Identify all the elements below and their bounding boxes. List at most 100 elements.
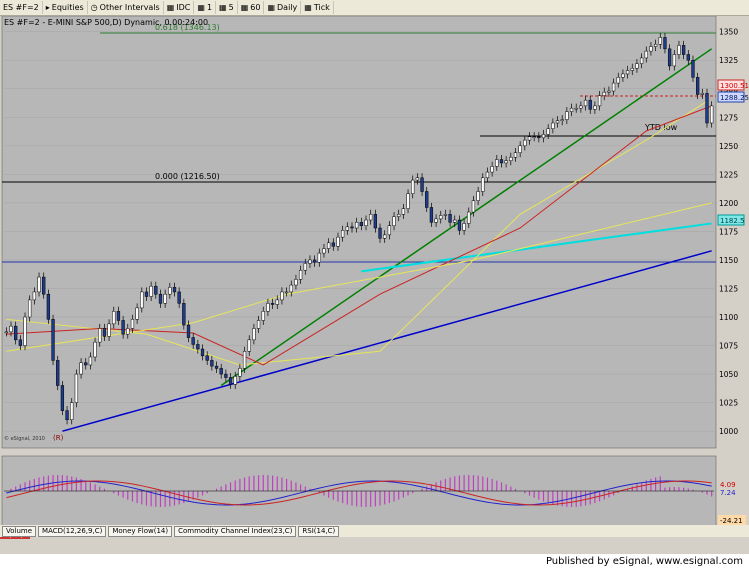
price-axis: 1000 1025 1050 1075 1100 1125 1150 1175 1200 1225… <box>719 28 738 436</box>
candle-body <box>312 259 317 263</box>
ytd-low-label: YTD low <box>644 123 678 132</box>
symbol-text: ES #F=2 <box>3 3 39 12</box>
candle-body <box>425 191 429 208</box>
candle-body <box>420 177 424 192</box>
macd-red-tag: 4.09 <box>720 481 736 489</box>
candle-body <box>60 385 65 411</box>
candle-body <box>462 223 466 231</box>
candle-body <box>649 46 653 52</box>
equities-menu[interactable]: ▸ Equities <box>43 1 88 14</box>
interval-60-button[interactable]: ▦ 60 <box>238 1 265 14</box>
tick-label: Tick <box>313 3 330 12</box>
candle-body <box>32 291 37 301</box>
candle-body <box>700 93 704 95</box>
interval-1-button[interactable]: ▦ 1 <box>194 1 217 14</box>
candle-body <box>574 107 578 110</box>
candle-body <box>359 222 363 226</box>
candle-body <box>219 368 223 375</box>
tab-1[interactable]: MACD(12,26,9,C) <box>38 525 107 537</box>
ma-line-0 <box>6 100 708 366</box>
candle-body <box>331 242 335 247</box>
candle-body <box>4 331 8 334</box>
tick-button[interactable]: ▦ Tick <box>301 1 334 14</box>
symbol-field[interactable]: ES #F=2 <box>0 1 43 14</box>
candle-body <box>453 219 457 223</box>
candle-body <box>653 44 658 47</box>
price-tag-blue <box>717 91 745 103</box>
candle-body <box>345 226 349 231</box>
candle-body <box>289 284 293 293</box>
candle-body <box>270 303 275 305</box>
candle-body <box>625 70 630 75</box>
y-tick-label: 1075 <box>719 342 738 351</box>
toolbar: ES #F=2 ▸ Equities ◷ Other Intervals ▦ IDC … <box>0 0 749 16</box>
tab-4[interactable]: RSI(14,C) <box>298 525 340 537</box>
candle-body <box>266 303 270 312</box>
y-tick-label: 1325 <box>719 56 738 65</box>
y-tick-label: 1350 <box>719 28 738 37</box>
candle-body <box>551 122 555 129</box>
fibonacci-lines <box>2 32 716 263</box>
candle-body <box>383 234 387 239</box>
candle-body <box>579 105 583 109</box>
candle-body <box>541 134 546 139</box>
candle-body <box>355 222 359 229</box>
candle-body <box>415 177 420 181</box>
other-intervals-menu[interactable]: ◷ Other Intervals <box>88 1 164 14</box>
candle-body <box>667 48 672 67</box>
chart-icon: ▦ <box>219 3 227 12</box>
tab-2[interactable]: Money Flow(14) <box>108 525 173 537</box>
interval-5-button[interactable]: ▦ 5 <box>216 1 238 14</box>
candle-body <box>182 303 186 326</box>
tab-0[interactable]: Volume <box>2 525 37 537</box>
y-tick-label: 1250 <box>719 142 738 151</box>
candle-body <box>210 360 214 367</box>
candle-body <box>88 356 93 366</box>
candle-body <box>308 259 312 264</box>
candle-body <box>607 90 611 93</box>
candle-body <box>555 120 560 124</box>
candle-body <box>51 319 55 361</box>
idc-button[interactable]: ▦ IDC <box>164 1 195 14</box>
candle-body <box>597 95 602 107</box>
candle-body <box>705 93 709 124</box>
candle-body <box>14 325 18 341</box>
price-chart[interactable]: 0.618 (1346.13) 0.000 (1216.50) YTD low … <box>0 16 749 540</box>
macd-indicator <box>4 475 714 507</box>
price-tag-red-text: 1300.51 <box>720 82 749 90</box>
candle-body <box>663 37 667 50</box>
candle-body <box>326 242 331 249</box>
candle-body <box>233 376 237 385</box>
candle-body <box>569 107 574 112</box>
trendline-2 <box>361 222 712 273</box>
chart-icon: ▦ <box>240 3 249 12</box>
daily-button[interactable]: ▦ Daily <box>264 1 302 14</box>
candle-body <box>172 287 177 293</box>
chart-icon: ▦ <box>304 3 312 12</box>
candle-body <box>434 218 438 223</box>
candle-body <box>411 179 415 195</box>
candle-body <box>205 355 209 361</box>
candle-body <box>485 171 490 179</box>
candle-body <box>588 99 592 110</box>
chart-icon: ▦ <box>197 3 205 12</box>
candle-body <box>252 328 256 341</box>
candle-body <box>42 276 46 295</box>
candle-body <box>144 291 149 297</box>
candle-body <box>513 152 518 158</box>
y-tick-label: 1100 <box>719 313 738 322</box>
candle-body <box>186 324 191 338</box>
candle-body <box>177 291 181 304</box>
candle-body <box>163 293 167 304</box>
y-tick-label: 1225 <box>719 170 738 179</box>
candle-body <box>495 159 499 167</box>
candle-body <box>256 320 261 329</box>
candle-body <box>527 136 532 141</box>
indicator-tabs: Volume MACD(12,26,9,C) Money Flow(14) Commo… <box>0 525 749 537</box>
tab-3[interactable]: Commodity Channel Index(23,C) <box>174 525 297 537</box>
candle-body <box>397 214 401 217</box>
candle-body <box>593 105 597 110</box>
y-tick-label: 1000 <box>719 427 738 436</box>
candle-body <box>644 50 648 59</box>
candle-body <box>350 226 354 229</box>
